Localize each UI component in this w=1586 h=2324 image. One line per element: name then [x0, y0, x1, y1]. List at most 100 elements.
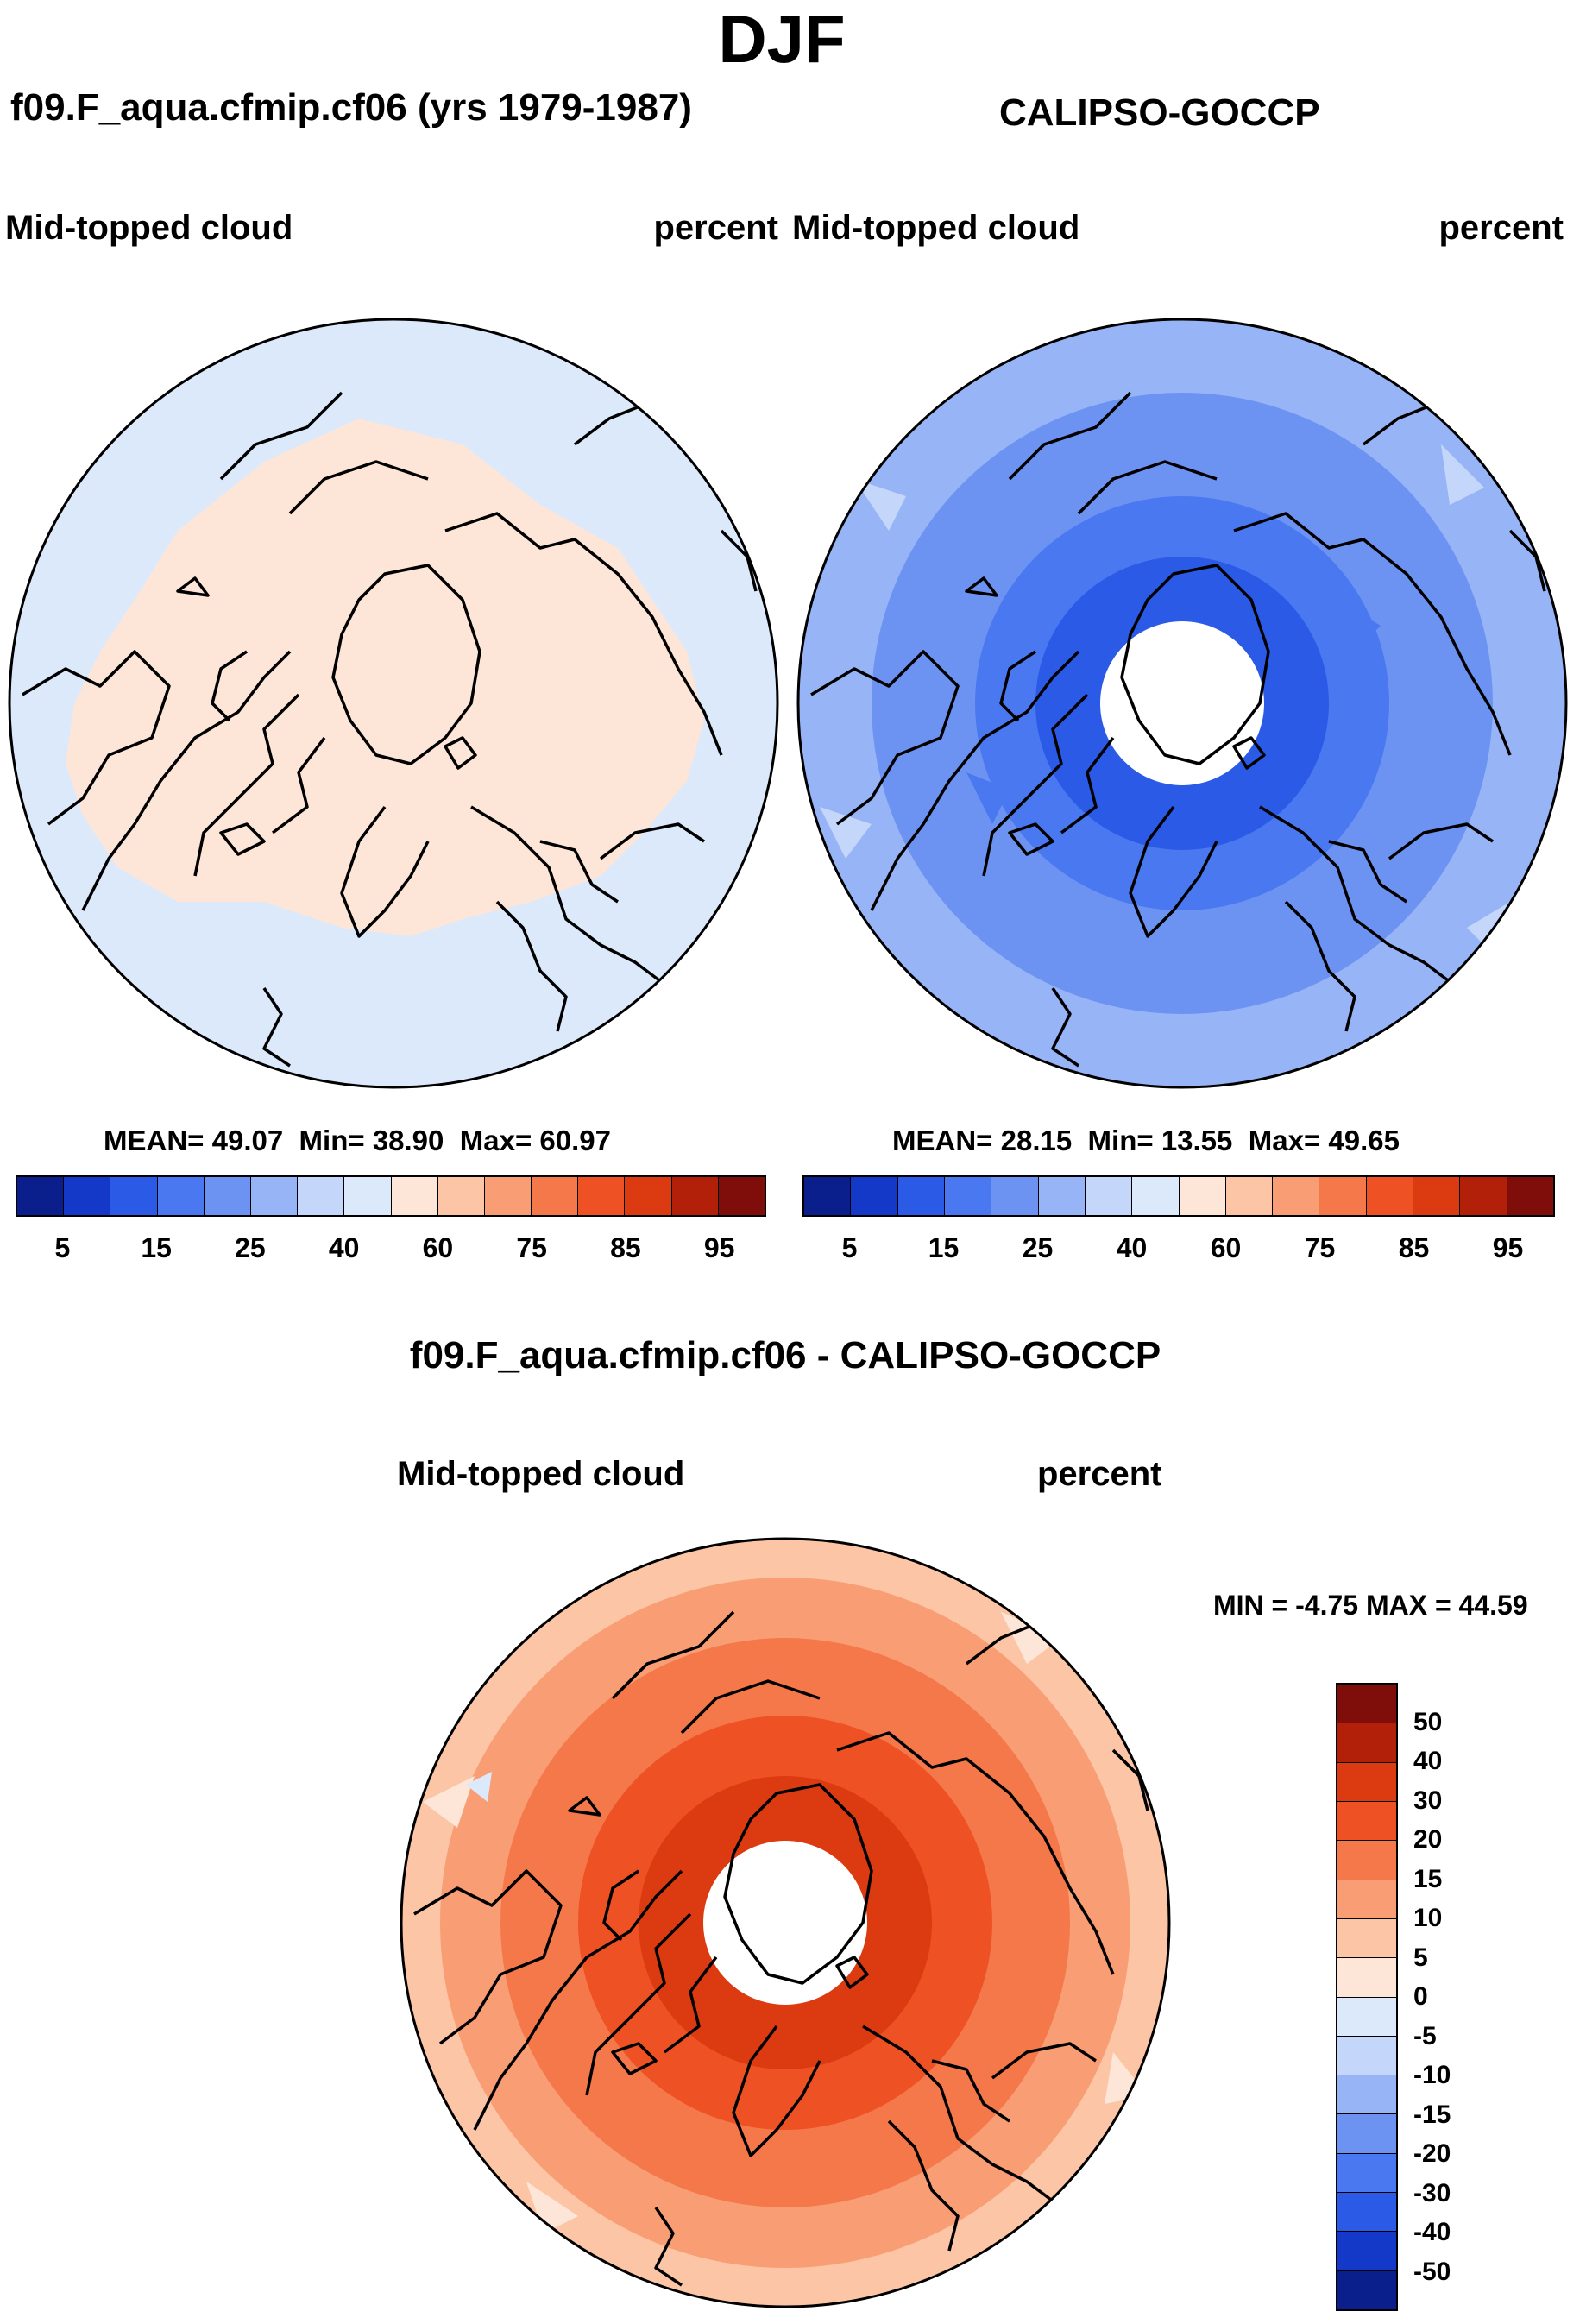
obs-polar-map — [796, 318, 1568, 1089]
colorbar-swatch — [157, 1177, 205, 1215]
colorbar-tick-label: -40 — [1413, 2218, 1451, 2246]
colorbar-swatch — [1337, 1801, 1396, 1842]
model-max-label: Max= — [459, 1124, 532, 1156]
colorbar-swatch — [1337, 2193, 1396, 2233]
colorbar-tick-label: 15 — [1413, 1864, 1443, 1893]
diff-stats: MIN = -4.75 MAX = 44.59 — [1213, 1590, 1528, 1622]
colorbar-swatch — [944, 1177, 992, 1215]
colorbar-swatch — [204, 1177, 251, 1215]
colorbar-tick-label: 0 — [1413, 1982, 1428, 2011]
colorbar-tick-label: 85 — [1398, 1232, 1430, 1263]
colorbar-tick-label: 50 — [1413, 1707, 1443, 1736]
obs-min-label: Min= — [1087, 1124, 1154, 1156]
colorbar-swatch — [110, 1177, 158, 1215]
obs-units-label: percent — [1438, 209, 1564, 247]
model-min-label: Min= — [299, 1124, 365, 1156]
colorbar-swatch — [851, 1177, 898, 1215]
colorbar-swatch — [1179, 1177, 1226, 1215]
colorbar-swatch — [718, 1177, 765, 1215]
colorbar-tick-label: 10 — [1413, 1904, 1443, 1932]
colorbar-swatch — [804, 1177, 852, 1215]
colorbar-swatch — [1132, 1177, 1180, 1215]
colorbar-tick-label: 60 — [1210, 1232, 1242, 1263]
diff-min-label: MIN = — [1213, 1590, 1288, 1621]
colorbar-swatch — [1337, 1723, 1396, 1763]
colorbar-tick-label: 15 — [141, 1232, 172, 1263]
colorbar-swatch — [1038, 1177, 1086, 1215]
colorbar-swatch — [991, 1177, 1039, 1215]
colorbar-tick-label: 5 — [54, 1232, 71, 1263]
model-colorbar — [16, 1175, 766, 1217]
diff-min-value: -4.75 — [1295, 1590, 1359, 1621]
colorbar-tick-label: 20 — [1413, 1825, 1443, 1854]
colorbar-tick-label: -30 — [1413, 2178, 1451, 2207]
season-title: DJF — [718, 1, 846, 77]
colorbar-swatch — [1337, 1762, 1396, 1802]
diff-max-value: 44.59 — [1458, 1590, 1528, 1621]
diff-panel-title: f09.F_aqua.cfmip.cf06 - CALIPSO-GOCCP — [409, 1334, 1161, 1376]
colorbar-swatch — [1460, 1177, 1507, 1215]
colorbar-swatch — [1337, 2270, 1396, 2309]
colorbar-swatch — [437, 1177, 485, 1215]
colorbar-swatch — [1337, 1997, 1396, 2037]
colorbar-swatch — [1225, 1177, 1274, 1215]
colorbar-swatch — [1337, 1685, 1396, 1724]
colorbar-swatch — [1366, 1177, 1414, 1215]
obs-max-label: Max= — [1248, 1124, 1321, 1156]
colorbar-swatch — [1337, 2232, 1396, 2271]
colorbar-tick-label: 25 — [1022, 1232, 1054, 1263]
colorbar-swatch — [897, 1177, 945, 1215]
colorbar-tick-label: 75 — [516, 1232, 547, 1263]
diff-colorbar — [1336, 1683, 1398, 2311]
model-max-value: 60.97 — [539, 1124, 611, 1156]
model-min-value: 38.90 — [372, 1124, 444, 1156]
colorbar-tick-label: -20 — [1413, 2139, 1451, 2168]
colorbar-tick-label: 5 — [1413, 1943, 1428, 1972]
model-mean-label: MEAN= — [104, 1124, 205, 1156]
colorbar-tick-label: -5 — [1413, 2021, 1437, 2050]
diff-variable-label: Mid-topped cloud — [397, 1455, 685, 1493]
colorbar-tick-label: 60 — [422, 1232, 454, 1263]
colorbar-swatch — [64, 1177, 111, 1215]
colorbar-swatch — [1337, 1918, 1396, 1959]
obs-variable-label: Mid-topped cloud — [792, 209, 1080, 247]
obs-max-value: 49.65 — [1328, 1124, 1400, 1156]
colorbar-swatch — [1085, 1177, 1133, 1215]
colorbar-tick-label: 85 — [610, 1232, 641, 1263]
colorbar-tick-label: -15 — [1413, 2100, 1451, 2129]
colorbar-swatch — [298, 1177, 345, 1215]
colorbar-tick-label: 15 — [928, 1232, 960, 1263]
obs-mean-value: 28.15 — [1000, 1124, 1073, 1156]
model-stats: MEAN= 49.07 Min= 38.90 Max= 60.97 — [104, 1124, 611, 1157]
model-units-label: percent — [653, 209, 779, 247]
colorbar-swatch — [1337, 1841, 1396, 1880]
colorbar-swatch — [1337, 2114, 1396, 2154]
colorbar-swatch — [1337, 1958, 1396, 1998]
colorbar-swatch — [1319, 1177, 1367, 1215]
colorbar-tick-label: -50 — [1413, 2257, 1451, 2286]
colorbar-swatch — [578, 1177, 626, 1215]
colorbar-tick-label: 5 — [841, 1232, 858, 1263]
colorbar-tick-label: 40 — [1116, 1232, 1148, 1263]
obs-stats: MEAN= 28.15 Min= 13.55 Max= 49.65 — [892, 1124, 1400, 1157]
colorbar-swatch — [1337, 1880, 1396, 1919]
colorbar-swatch — [671, 1177, 719, 1215]
colorbar-swatch — [344, 1177, 392, 1215]
model-panel-title: f09.F_aqua.cfmip.cf06 (yrs 1979-1987) — [10, 86, 692, 129]
colorbar-swatch — [1337, 2075, 1396, 2115]
model-polar-map — [8, 318, 779, 1089]
colorbar-tick-label: 40 — [1413, 1747, 1443, 1775]
colorbar-tick-label: 75 — [1304, 1232, 1336, 1263]
colorbar-swatch — [1337, 2153, 1396, 2194]
colorbar-tick-label: -10 — [1413, 2061, 1451, 2089]
diff-units-label: percent — [1037, 1455, 1162, 1493]
colorbar-swatch — [250, 1177, 299, 1215]
obs-colorbar — [802, 1175, 1555, 1217]
model-mean-value: 49.07 — [211, 1124, 284, 1156]
colorbar-tick-label: 95 — [1492, 1232, 1524, 1263]
colorbar-tick-label: 40 — [328, 1232, 360, 1263]
colorbar-swatch — [625, 1177, 672, 1215]
colorbar-swatch — [1337, 2036, 1396, 2076]
diff-polar-map — [400, 1537, 1171, 2308]
colorbar-tick-label: 30 — [1413, 1786, 1443, 1815]
